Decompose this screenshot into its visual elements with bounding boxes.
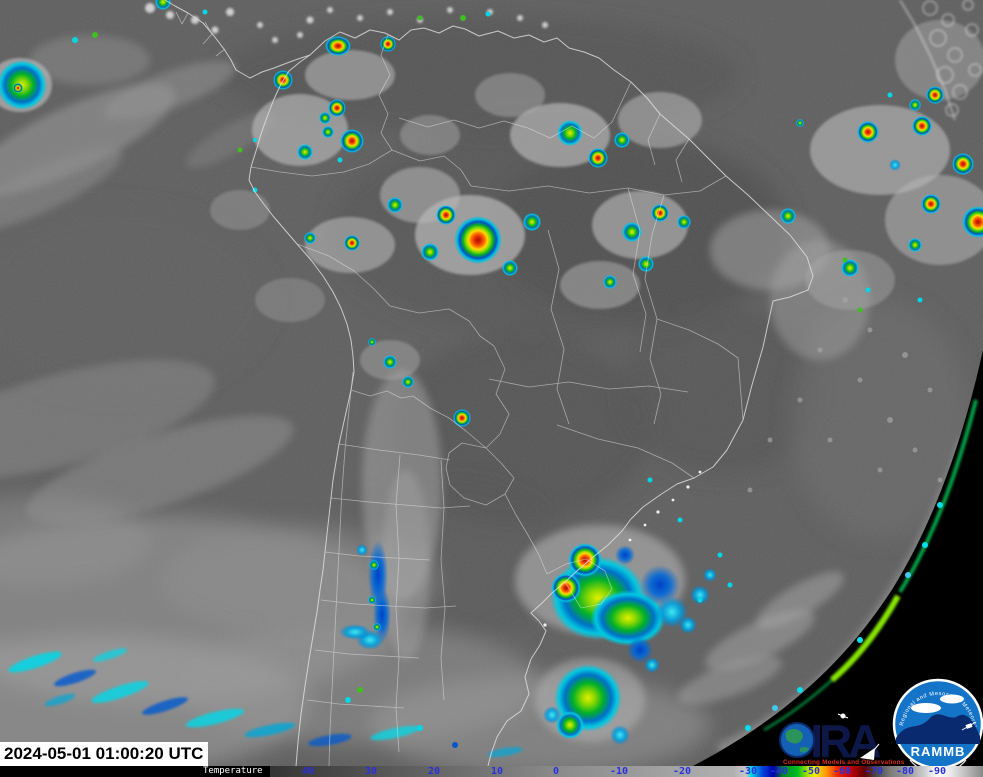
colorbar-tick: 0 — [552, 766, 560, 777]
space-background — [693, 350, 983, 766]
colorbar-title: Temperature — [203, 766, 263, 776]
colorbar-tick: -10 — [609, 766, 629, 777]
rammb-cloud-icon — [911, 703, 941, 713]
cloud-lattice — [899, 0, 982, 121]
cira-logo: CIRA Connecting Models and Observations — [779, 713, 905, 766]
colorbar-gradient — [270, 766, 983, 777]
rammb-logo: Regional and Mesoscale Meteorology Branc… — [892, 678, 983, 766]
cira-satellite-icon — [837, 713, 849, 719]
rammb-satellite-icon — [961, 721, 977, 731]
colorbar-tick: -30 — [738, 766, 758, 777]
map-borders — [164, 0, 814, 766]
colorbar-tick: 40 — [301, 766, 315, 777]
colorbar-tick: 30 — [364, 766, 378, 777]
colorbar-tick: -50 — [801, 766, 821, 777]
rammb-wordmark: RAMMB — [911, 744, 966, 759]
colorbar-tick: -70 — [864, 766, 884, 777]
colorbar-tick: -80 — [895, 766, 915, 777]
colorbar-tick: -20 — [672, 766, 692, 777]
colorbar: Temperature 40 30 20 10 0 -10 -20 -30 -40 -50 -60 -… — [0, 766, 983, 777]
timestamp-label: 2024-05-01 01:00:20 UTC — [0, 742, 209, 766]
colorbar-tick: 10 — [490, 766, 504, 777]
colorbar-tick: 20 — [427, 766, 441, 777]
storm-cells — [0, 0, 983, 745]
colorbar-tick: -60 — [832, 766, 852, 777]
limb-cold-specks — [745, 502, 943, 731]
cold-specks — [72, 9, 923, 748]
bright-coast-dots — [543, 470, 702, 627]
colorbar-tick: -40 — [769, 766, 789, 777]
cira-tagline: Connecting Models and Observations — [783, 759, 905, 766]
rammb-mountain-icon — [896, 714, 980, 744]
colorbar-tick: -90 — [927, 766, 947, 777]
limb-glow — [763, 399, 978, 732]
cira-dish-icon — [860, 743, 880, 760]
